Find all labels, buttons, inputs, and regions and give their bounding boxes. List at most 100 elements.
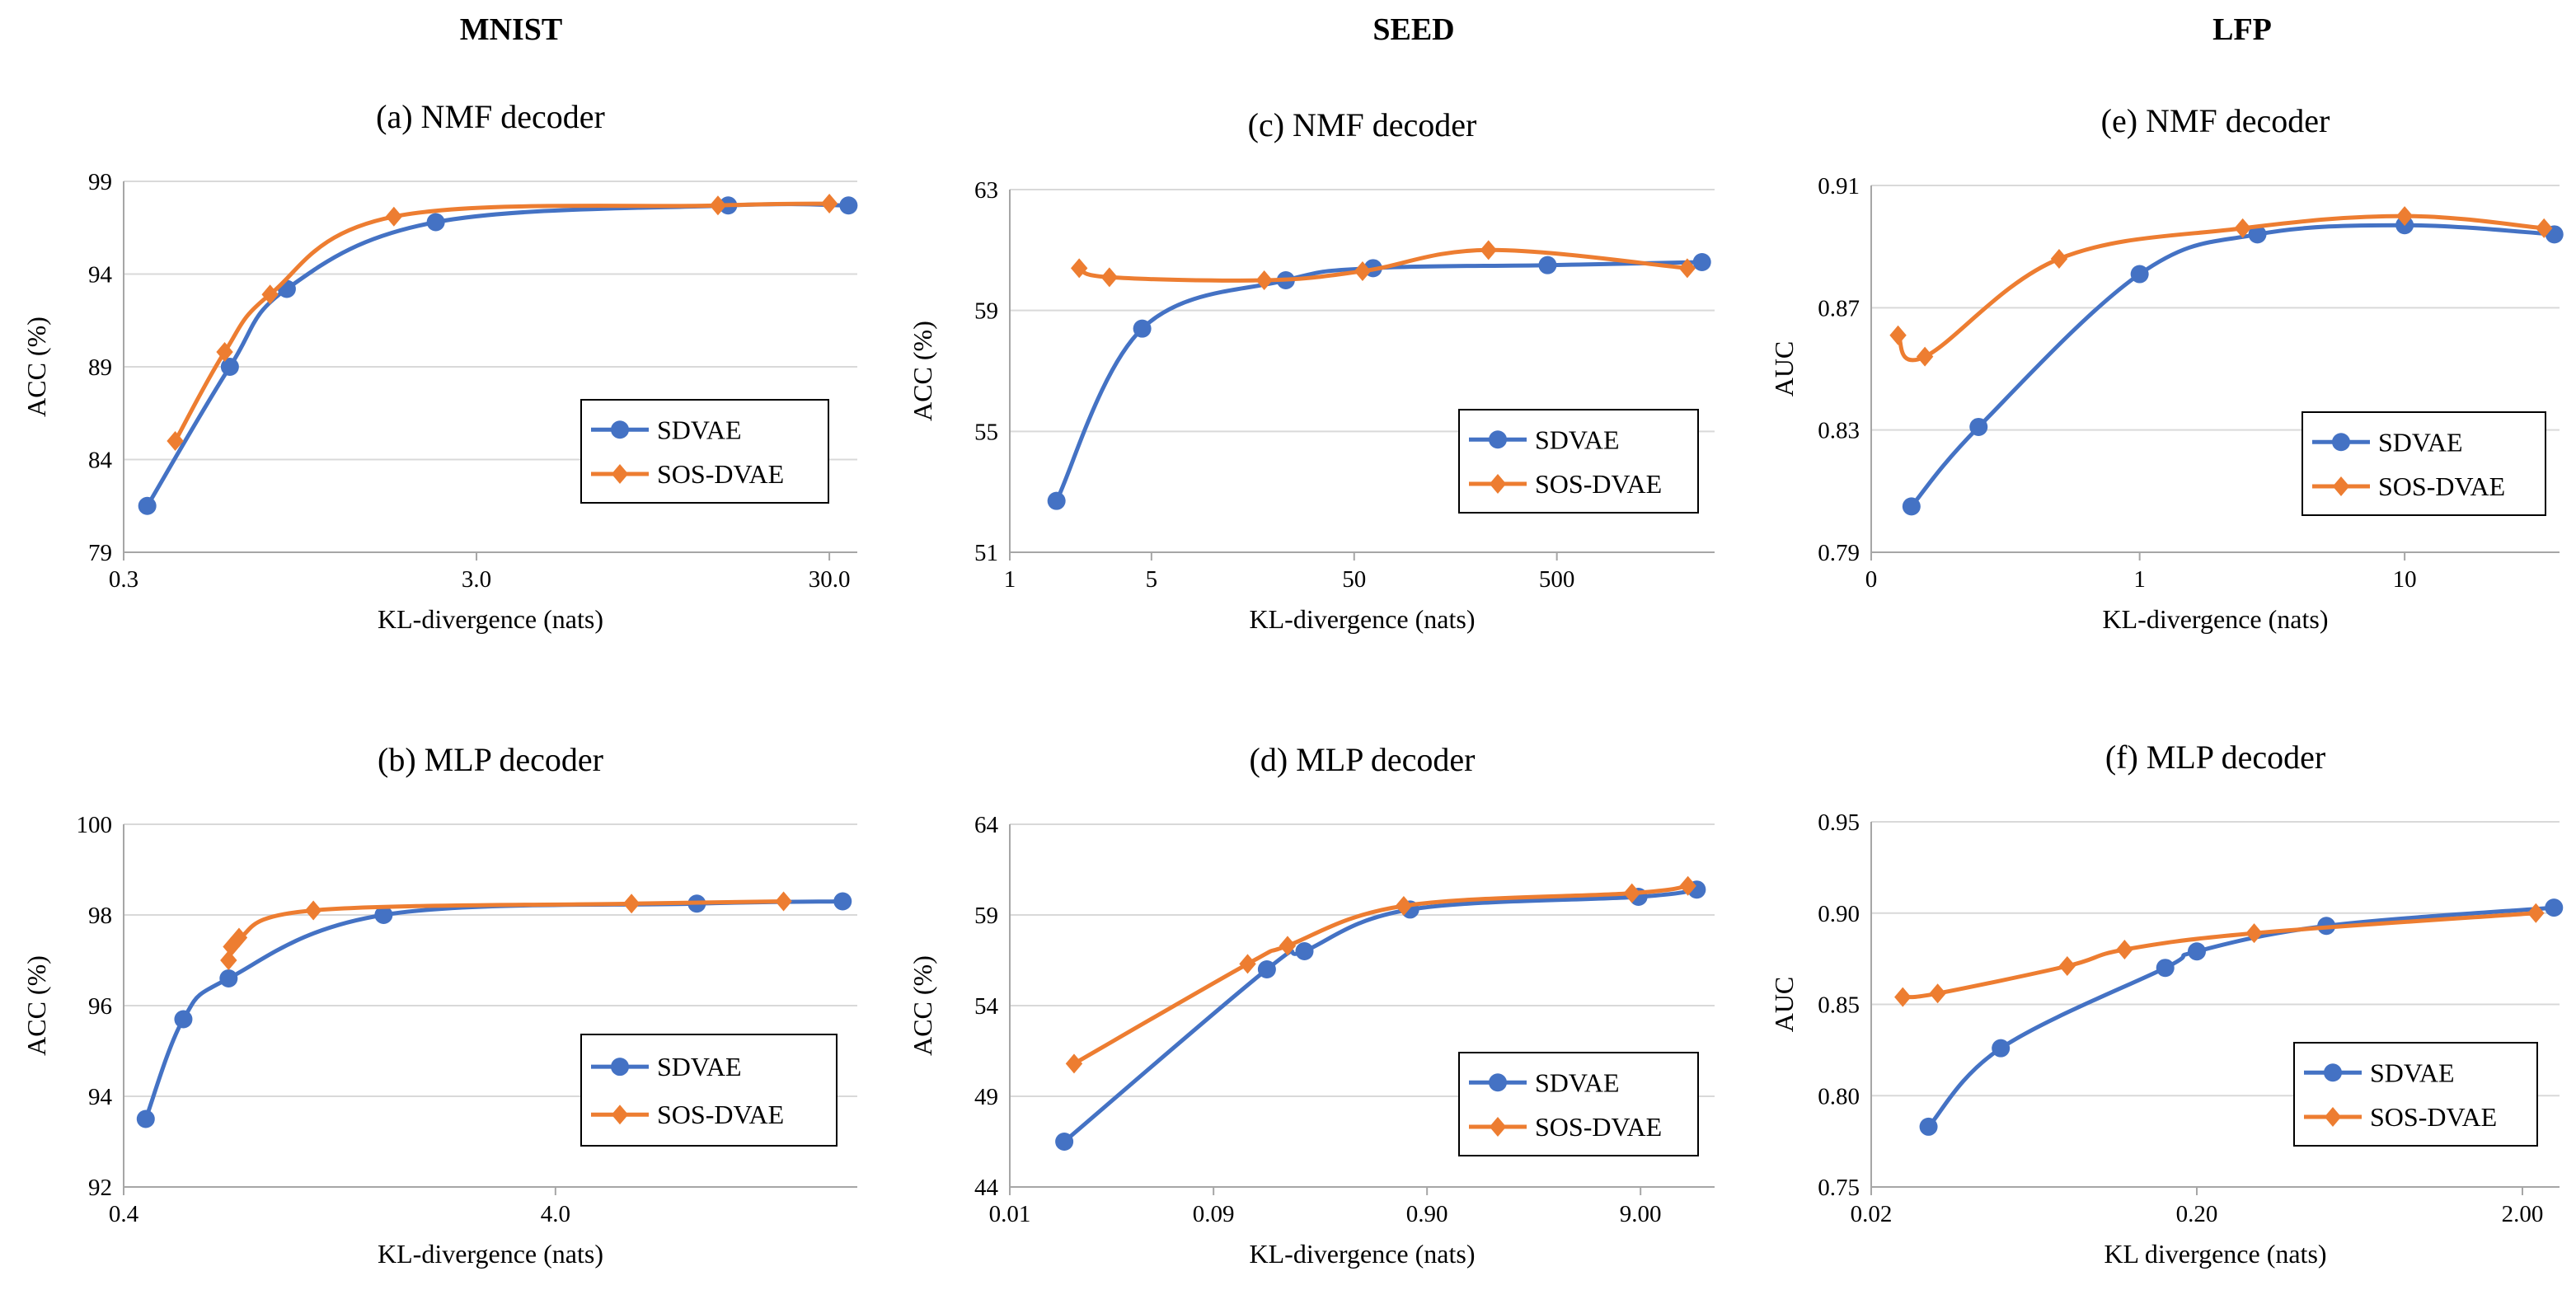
legend: SDVAE SOS-DVAE — [1458, 409, 1699, 514]
data-point — [219, 969, 238, 987]
legend-label: SOS-DVAE — [1535, 469, 1662, 499]
series-sos-dvae — [1889, 206, 2553, 367]
data-point — [2130, 265, 2149, 284]
x-tick-label: 10 — [2393, 566, 2417, 593]
y-tick-label: 0.91 — [1818, 173, 1860, 199]
y-tick-label: 99 — [88, 169, 112, 195]
data-point — [2156, 959, 2175, 978]
data-point — [1894, 987, 1912, 1007]
data-point — [220, 950, 237, 970]
y-tick-label: 0.75 — [1818, 1175, 1860, 1201]
data-point — [1257, 960, 1276, 978]
data-point — [2545, 898, 2564, 917]
y-tick-label: 92 — [88, 1175, 112, 1201]
data-point — [820, 194, 838, 213]
legend-label: SDVAE — [1535, 1067, 1620, 1097]
legend-label: SDVAE — [2378, 427, 2463, 457]
series-sos-dvae — [1070, 240, 1696, 290]
data-point — [2248, 225, 2267, 244]
data-point — [1919, 1117, 1938, 1136]
data-point — [1070, 258, 1088, 279]
legend: SDVAE SOS-DVAE — [2302, 411, 2546, 516]
y-axis-label: ACC (%) — [908, 321, 937, 421]
y-tick-label: 59 — [974, 298, 998, 325]
legend-swatch-marker — [1489, 474, 1507, 494]
data-point — [1929, 983, 1946, 1004]
y-axis-label: AUC — [1769, 977, 1799, 1033]
y-tick-label: 0.90 — [1818, 901, 1860, 927]
chart-title: (c) NMF decoder — [1248, 106, 1477, 143]
data-point — [374, 906, 393, 924]
x-axis-label: KL-divergence (nats) — [1250, 604, 1476, 634]
y-tick-label: 59 — [974, 903, 998, 929]
data-point — [1047, 491, 1066, 510]
x-tick-label: 1 — [1004, 566, 1016, 593]
data-point — [1239, 954, 1256, 974]
x-tick-label: 0.01 — [989, 1201, 1031, 1227]
x-tick-label: 0.20 — [2176, 1201, 2218, 1227]
x-tick-label: 3.0 — [462, 566, 491, 593]
column-header-mnist: MNIST — [460, 12, 563, 47]
legend: SDVAE SOS-DVAE — [1458, 1052, 1699, 1156]
legend-label: SDVAE — [657, 415, 742, 444]
chart-panel-d: (d) MLP decoder 44 49 54 59 64 0.01 0.09 0.90 9.0… — [908, 741, 1715, 1269]
legend-label: SOS-DVAE — [657, 459, 784, 489]
data-point — [2187, 942, 2206, 961]
data-point — [216, 342, 233, 362]
y-tick-label: 0.87 — [1818, 295, 1860, 321]
x-tick-label: 50 — [1342, 566, 1366, 593]
legend: SDVAE SOS-DVAE — [580, 1034, 838, 1147]
data-point — [709, 195, 727, 216]
data-point — [1295, 942, 1314, 960]
y-tick-label: 79 — [88, 540, 112, 566]
x-axis-label: KL-divergence (nats) — [1250, 1239, 1476, 1269]
y-tick-label: 49 — [974, 1084, 998, 1110]
y-tick-label: 84 — [88, 448, 113, 474]
data-point — [230, 927, 248, 948]
data-point — [1055, 1133, 1074, 1151]
legend-label: SDVAE — [2370, 1058, 2455, 1087]
legend-box — [1458, 1052, 1699, 1156]
data-point — [1354, 261, 1372, 281]
legend-label: SOS-DVAE — [2370, 1102, 2497, 1132]
legend-swatch-marker — [611, 1058, 629, 1077]
legend-label: SOS-DVAE — [1535, 1112, 1662, 1142]
data-point — [174, 1010, 193, 1029]
data-point — [2234, 218, 2251, 238]
y-tick-label: 55 — [974, 419, 998, 445]
legend-swatch-marker — [1489, 1073, 1507, 1092]
y-axis-label: ACC (%) — [21, 955, 51, 1056]
data-point — [1480, 240, 1497, 260]
legend-swatch-marker — [2324, 1107, 2342, 1127]
series-line — [1062, 887, 1699, 1144]
data-point — [1133, 319, 1152, 338]
data-point — [775, 891, 792, 912]
legend-label: SOS-DVAE — [2378, 471, 2505, 501]
y-axis-label: ACC (%) — [21, 317, 51, 417]
chart-title: (b) MLP decoder — [378, 741, 603, 778]
data-point — [2058, 955, 2076, 976]
chart-title: (f) MLP decoder — [2105, 739, 2325, 776]
data-point — [1902, 497, 1921, 516]
data-point — [304, 900, 322, 921]
chart-panel-b: (b) MLP decoder 92 94 96 98 100 0.4 4.0 KL-diver… — [21, 741, 857, 1269]
legend: SDVAE SOS-DVAE — [580, 399, 829, 504]
series-line — [1896, 213, 2546, 363]
chart-title: (d) MLP decoder — [1250, 741, 1476, 778]
data-point — [1279, 936, 1297, 956]
x-tick-label: 5 — [1146, 566, 1158, 593]
legend-box — [2302, 411, 2546, 516]
chart-panel-a: (a) NMF decoder 79 84 89 94 99 0.3 3.0 30.0 KL-di… — [21, 98, 858, 634]
legend-box — [580, 399, 829, 504]
legend-swatch-marker — [2332, 433, 2350, 452]
series-sos-dvae — [1065, 875, 1696, 1074]
legend-box — [580, 1034, 838, 1147]
y-tick-label: 51 — [974, 540, 998, 566]
column-header-seed: SEED — [1372, 12, 1454, 47]
x-tick-label: 500 — [1539, 566, 1575, 593]
data-point — [2536, 218, 2553, 238]
data-point — [136, 1109, 155, 1128]
y-tick-label: 64 — [974, 812, 999, 838]
series-sos-dvae — [220, 891, 792, 970]
